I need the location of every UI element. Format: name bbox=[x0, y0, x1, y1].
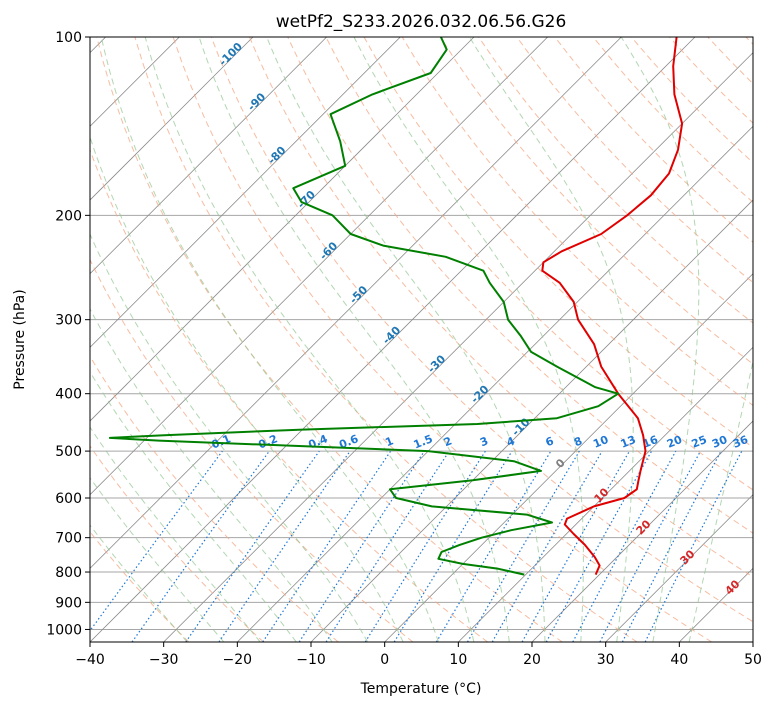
isotherm-line bbox=[605, 494, 753, 642]
y-tick-label: 700 bbox=[55, 531, 82, 547]
y-tick-label: 100 bbox=[55, 30, 82, 46]
dry-adiabat-line bbox=[90, 445, 264, 642]
dry-adiabat-line bbox=[516, 37, 753, 284]
mixing-ratio-label: 8 bbox=[572, 434, 584, 449]
plot-frame bbox=[89, 36, 754, 643]
y-tick-label: 500 bbox=[55, 444, 82, 460]
x-tick-label: 50 bbox=[744, 652, 762, 668]
moist-adiabat-line bbox=[90, 370, 297, 642]
mixing-ratio-label: 10 bbox=[591, 433, 610, 451]
y-tick-label: 200 bbox=[55, 208, 82, 224]
isotherm-line bbox=[458, 346, 753, 642]
dry-adiabat-line bbox=[287, 37, 753, 534]
isotherm-line bbox=[90, 37, 475, 422]
y-tick-label: 400 bbox=[55, 387, 82, 403]
isotherm-line bbox=[237, 125, 753, 642]
x-tick-label: 20 bbox=[523, 652, 541, 668]
x-axis-label: Temperature (°C) bbox=[360, 681, 482, 697]
x-tick-label: −10 bbox=[296, 652, 326, 668]
isotherm-line bbox=[90, 37, 254, 201]
moist-adiabat-line bbox=[90, 426, 261, 642]
mixing-ratio-line bbox=[572, 450, 677, 642]
x-tick-label: 10 bbox=[449, 652, 467, 668]
moist-adiabat-line bbox=[90, 232, 369, 642]
moist-adiabat-line bbox=[144, 37, 475, 642]
dewpoint-profile-line bbox=[108, 37, 620, 576]
mixing-ratio-line bbox=[325, 450, 450, 642]
moist-adiabat-line bbox=[198, 37, 510, 642]
mixing-ratio-line bbox=[185, 450, 320, 642]
mixing-ratio-line bbox=[644, 450, 743, 642]
dry-adiabat-line bbox=[325, 37, 753, 491]
isotherm-line bbox=[163, 52, 753, 642]
dry-adiabat-line bbox=[90, 355, 339, 642]
grid-layer bbox=[90, 37, 753, 642]
moist-adiabat-line bbox=[469, 37, 634, 642]
mixing-ratio-line bbox=[545, 450, 653, 642]
y-tick-label: 1000 bbox=[46, 622, 82, 638]
dry-adiabat-line bbox=[90, 258, 414, 642]
moist-adiabat-line bbox=[688, 358, 753, 642]
moist-adiabat-line bbox=[90, 476, 225, 642]
moist-adiabat-line bbox=[353, 37, 584, 642]
x-tick-label: 40 bbox=[670, 652, 688, 668]
mixing-ratio-label: 25 bbox=[690, 433, 709, 451]
dry-adiabat-line bbox=[249, 37, 753, 578]
x-tick-label: 0 bbox=[380, 652, 389, 668]
isotherm-line bbox=[90, 37, 696, 642]
dry-adiabat-line bbox=[172, 37, 712, 642]
isotherm-line bbox=[384, 273, 753, 642]
mixing-ratio-label: 36 bbox=[731, 433, 750, 451]
x-tick-label: −30 bbox=[149, 652, 179, 668]
axes-layer: −40 −30 −20 −10 0 10 20 30 40 50 100 200 300 400 500 60… bbox=[46, 30, 762, 668]
y-axis-label: Pressure (hPa) bbox=[12, 289, 28, 389]
isotherm-line bbox=[531, 420, 753, 642]
mixing-ratio-line bbox=[298, 450, 425, 642]
isotherm-line bbox=[310, 199, 753, 642]
moist-adiabat-line bbox=[266, 37, 546, 642]
dry-adiabat-line bbox=[134, 37, 638, 642]
temperature-profile-line bbox=[541, 37, 684, 575]
chart-title: wetPf2_S233.2026.032.06.56.G26 bbox=[276, 12, 567, 32]
mixing-ratio-label: 20 bbox=[665, 433, 684, 451]
mixing-ratio-label: 3 bbox=[478, 434, 490, 449]
mixing-ratio-line bbox=[393, 450, 513, 642]
x-tick-label: −40 bbox=[75, 652, 105, 668]
dry-adiabat-line bbox=[96, 37, 563, 642]
mixing-ratio-label: 30 bbox=[710, 433, 729, 451]
moist-adiabat-line bbox=[620, 37, 700, 642]
moist-adiabat-line bbox=[100, 37, 439, 642]
mixing-ratio-line bbox=[262, 450, 392, 642]
mixing-ratio-line bbox=[90, 450, 223, 632]
mixing-ratio-line bbox=[521, 450, 631, 642]
isotherm-line bbox=[90, 37, 622, 569]
moist-adiabat-line bbox=[90, 308, 333, 642]
mixing-ratio-label: 13 bbox=[619, 433, 638, 451]
dry-adiabat-line bbox=[210, 37, 753, 623]
x-tick-label: 30 bbox=[597, 652, 615, 668]
isotherm-line bbox=[90, 37, 327, 275]
x-tick-label: −20 bbox=[223, 652, 253, 668]
y-tick-label: 600 bbox=[55, 491, 82, 507]
isotherm-line bbox=[90, 37, 548, 496]
series-layer bbox=[108, 37, 684, 576]
mixing-ratio-line bbox=[218, 450, 351, 642]
mixing-ratio-line bbox=[131, 450, 270, 642]
mixing-ratio-label: 2 bbox=[442, 434, 454, 449]
y-tick-label: 300 bbox=[55, 313, 82, 329]
y-tick-label: 800 bbox=[55, 565, 82, 581]
moist-adiabat-line bbox=[90, 524, 188, 642]
mixing-ratio-label: 1 bbox=[383, 434, 395, 449]
y-tick-label: 900 bbox=[55, 595, 82, 611]
